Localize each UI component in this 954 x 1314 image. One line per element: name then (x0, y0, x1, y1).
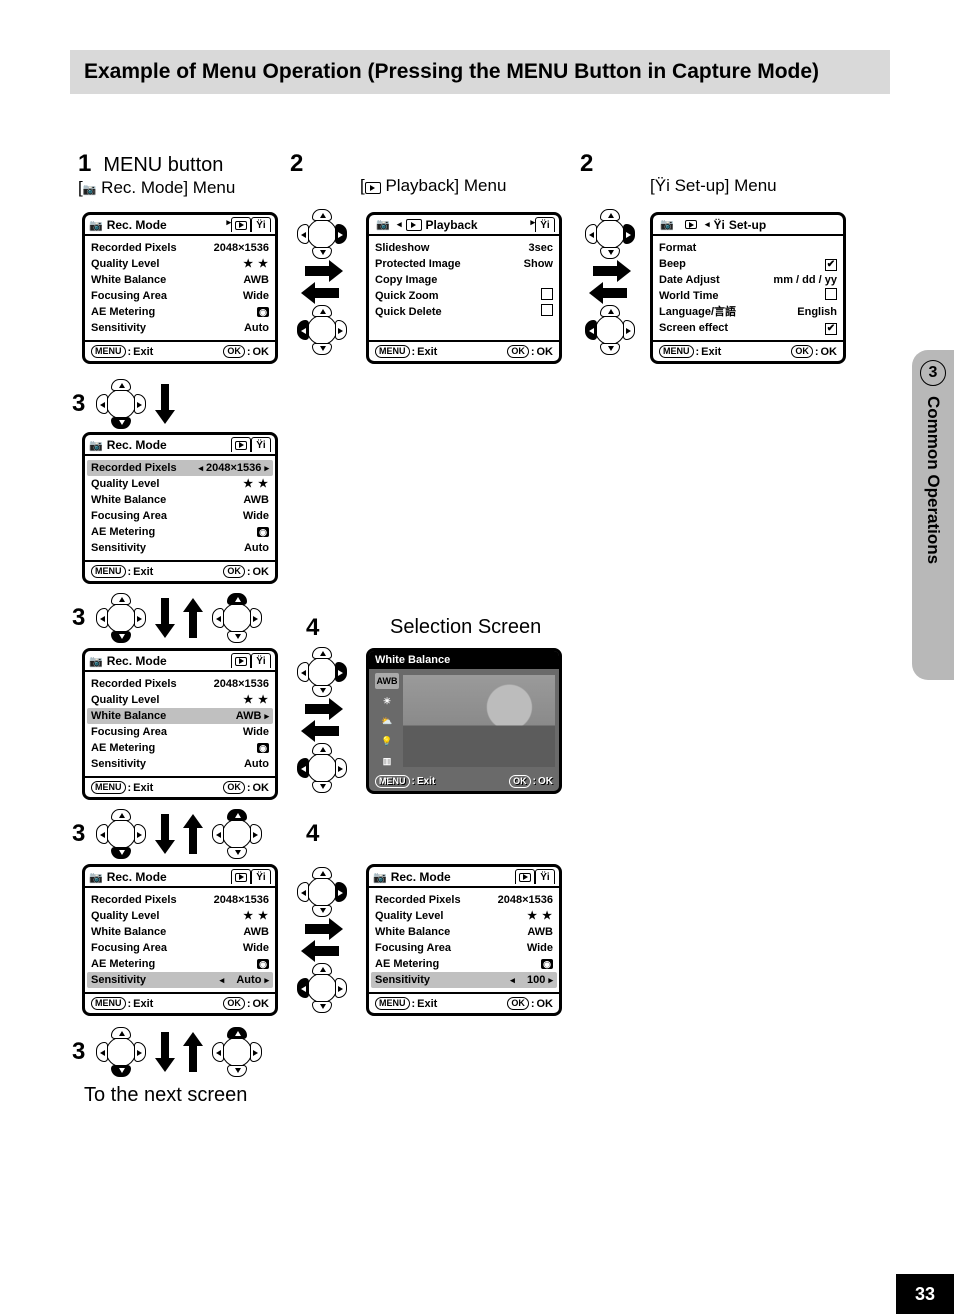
checkbox-icon (541, 288, 553, 300)
selection-caption: Selection Screen (390, 616, 541, 639)
wb-option-icon: ▥ (375, 753, 399, 769)
step4-label: 4 (306, 614, 319, 642)
play-icon (406, 219, 422, 231)
wb-option: AWB (375, 673, 399, 689)
dpad-to-selection (298, 648, 346, 792)
play-icon (365, 182, 381, 194)
page-number: 33 (896, 1274, 954, 1314)
setup-icon: Ÿi (655, 176, 670, 195)
menu-caption: [ Rec. Mode] Menu (78, 178, 235, 198)
checkbox-icon (541, 304, 553, 316)
playback-menu: ◂Playback ▸Ÿi Slideshow3sec Protected Im… (366, 212, 562, 364)
section-title: Example of Menu Operation (Pressing the … (84, 60, 876, 84)
checkbox-icon: ✔ (825, 323, 837, 335)
step-number: 2 (290, 150, 303, 177)
play-icon (235, 221, 247, 230)
wb-option-icon: ☀ (375, 693, 399, 709)
step3-nav-1: 3 (72, 380, 173, 428)
step-label: MENU button (103, 154, 223, 177)
step2b: 2 (580, 150, 593, 178)
setup-menu: ◂ Ÿi Set-up Format Beep✔ Date Adjustmm /… (650, 212, 846, 364)
next-screen-label: To the next screen (84, 1084, 247, 1107)
step-number: 1 (78, 150, 91, 178)
dpad-to-100 (298, 868, 346, 1012)
page: Example of Menu Operation (Pressing the … (0, 0, 954, 1314)
selection-screen: White Balance AWB ☀ ⛅ 💡 ▥ ⊟ MENU:Exit OK… (366, 648, 562, 794)
section-header: Example of Menu Operation (Pressing the … (70, 50, 890, 94)
checkbox-icon (825, 288, 837, 300)
step3-nav-2: 3 (72, 594, 261, 642)
dpad-right (298, 210, 346, 354)
step-number: 2 (580, 150, 593, 177)
preview-image (403, 675, 555, 767)
chapter-title: Common Operations (923, 396, 943, 564)
camera-icon (89, 218, 103, 232)
chapter-number: 3 (920, 360, 946, 386)
camera-icon (83, 178, 97, 197)
wb-option-icon: 💡 (375, 733, 399, 749)
step2a: 2 (290, 150, 303, 178)
recmode-menu-4: Rec. Mode Ÿi Recorded Pixels2048×1536 Qu… (82, 864, 278, 1016)
chapter-tab: 3 Common Operations (912, 350, 954, 680)
step3-nav-4: 3 (72, 1028, 261, 1076)
checkbox-icon: ✔ (825, 259, 837, 271)
sidebar: 3 Common Operations 33 (896, 0, 954, 1314)
recmode-menu-3: Rec. Mode Ÿi Recorded Pixels2048×1536 Qu… (82, 648, 278, 800)
setup-caption: [Ÿi Set-up] Menu (650, 176, 777, 196)
playback-caption: [ Playback] Menu (360, 176, 506, 196)
recmode-menu-2: Rec. Mode Ÿi Recorded Pixels◂ 2048×1536 … (82, 432, 278, 584)
recmode-menu-5: Rec. Mode Ÿi Recorded Pixels2048×1536 Qu… (366, 864, 562, 1016)
dpad-right-2 (586, 210, 634, 354)
step3-nav-3: 3 (72, 810, 261, 858)
ae-icon: ◉ (257, 307, 269, 317)
recmode-menu-1: Rec. Mode ▸Ÿi Recorded Pixels2048×1536 Q… (82, 212, 278, 364)
wb-option-icon: ⛅ (375, 713, 399, 729)
step1-group: 1 MENU button [ Rec. Mode] Menu (78, 150, 235, 198)
down-arrow-icon (157, 384, 173, 424)
